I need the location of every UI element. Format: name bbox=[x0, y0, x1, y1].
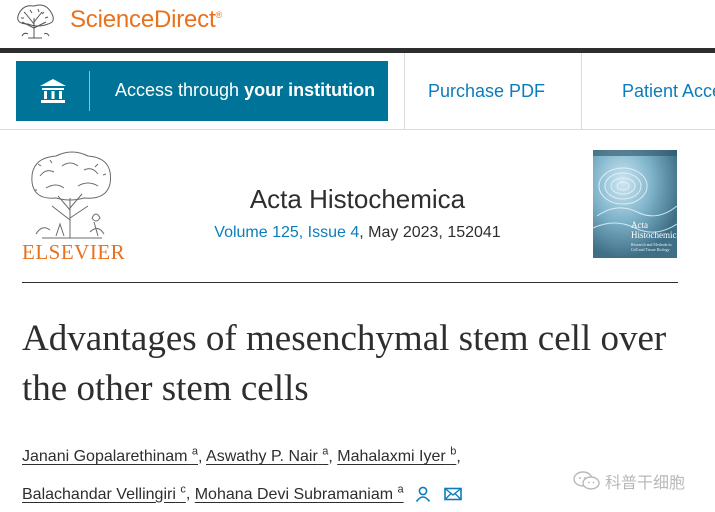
institution-building-icon bbox=[40, 79, 66, 103]
access-bar: Access through your institution Purchase… bbox=[0, 53, 715, 130]
elsevier-logo-icon[interactable] bbox=[22, 148, 120, 240]
access-institution-button[interactable]: Access through your institution bbox=[16, 61, 388, 121]
author-link[interactable]: Mahalaxmi Iyer b bbox=[337, 446, 457, 466]
author-affiliation: a bbox=[322, 446, 329, 458]
author-affiliation: a bbox=[397, 483, 404, 496]
author-link[interactable]: Mohana Devi Subramaniam a bbox=[194, 483, 404, 503]
registered-mark: ® bbox=[215, 10, 222, 20]
journal-title[interactable]: Acta Histochemica bbox=[249, 184, 466, 214]
divider bbox=[404, 53, 405, 129]
author-affiliation: b bbox=[450, 446, 457, 458]
cover-subtitle: Research and Methods in Cell and Tissue … bbox=[631, 242, 672, 252]
cover-artwork bbox=[593, 150, 677, 258]
author-list: Janani Gopalarethinam a, Aswathy P. Nair… bbox=[22, 446, 463, 503]
journal-volume-info: Volume 125, Issue 4, May 2023, 152041 bbox=[170, 224, 545, 242]
divider bbox=[581, 53, 582, 129]
author-name: Janani Gopalarethinam bbox=[22, 448, 188, 466]
elsevier-tree-icon[interactable] bbox=[8, 0, 60, 40]
author-link[interactable]: Aswathy P. Nair a bbox=[206, 446, 329, 466]
person-icon[interactable] bbox=[414, 485, 432, 503]
volume-issue-link[interactable]: Volume 125, Issue 4 bbox=[214, 224, 360, 241]
site-name[interactable]: ScienceDirect® bbox=[70, 6, 222, 34]
author-name: Aswathy P. Nair bbox=[206, 448, 318, 466]
author-name: Balachandar Vellingiri bbox=[22, 485, 176, 503]
author-affiliation: a bbox=[191, 446, 199, 458]
cover-journal-name: Acta Histochemica bbox=[631, 220, 677, 240]
access-bold: your institution bbox=[244, 80, 376, 100]
header-divider bbox=[0, 48, 715, 53]
cover-line2: Histochemica bbox=[631, 230, 677, 240]
author-link[interactable]: Janani Gopalarethinam a bbox=[22, 446, 199, 466]
site-header: ScienceDirect® bbox=[0, 0, 715, 48]
button-divider bbox=[89, 71, 90, 111]
watermark-text: 科普干细胞 bbox=[605, 475, 686, 492]
watermark: 科普干细胞 bbox=[573, 469, 685, 493]
site-name-text: ScienceDirect bbox=[70, 6, 216, 33]
patient-access-link[interactable]: Patient Acce bbox=[622, 81, 715, 101]
author-name: Mahalaxmi Iyer bbox=[337, 448, 446, 466]
journal-cover-image[interactable]: Acta Histochemica Research and Methods i… bbox=[593, 150, 677, 258]
access-institution-label: Access through your institution bbox=[115, 80, 375, 101]
elsevier-wordmark[interactable]: ELSEVIER bbox=[22, 240, 126, 264]
mail-icon[interactable] bbox=[443, 485, 463, 503]
access-prefix: Access through bbox=[115, 80, 240, 100]
issue-date-pages: , May 2023, 152041 bbox=[359, 224, 501, 241]
author-link[interactable]: Balachandar Vellingiri c bbox=[22, 483, 186, 503]
cover-line1: Acta bbox=[631, 220, 648, 230]
wechat-icon bbox=[573, 471, 600, 490]
author-affiliation: c bbox=[180, 483, 186, 496]
section-divider bbox=[22, 282, 678, 283]
author-name: Mohana Devi Subramaniam bbox=[194, 485, 394, 503]
purchase-pdf-link[interactable]: Purchase PDF bbox=[428, 81, 546, 101]
article-title: Advantages of mesenchymal stem cell over… bbox=[22, 318, 667, 409]
